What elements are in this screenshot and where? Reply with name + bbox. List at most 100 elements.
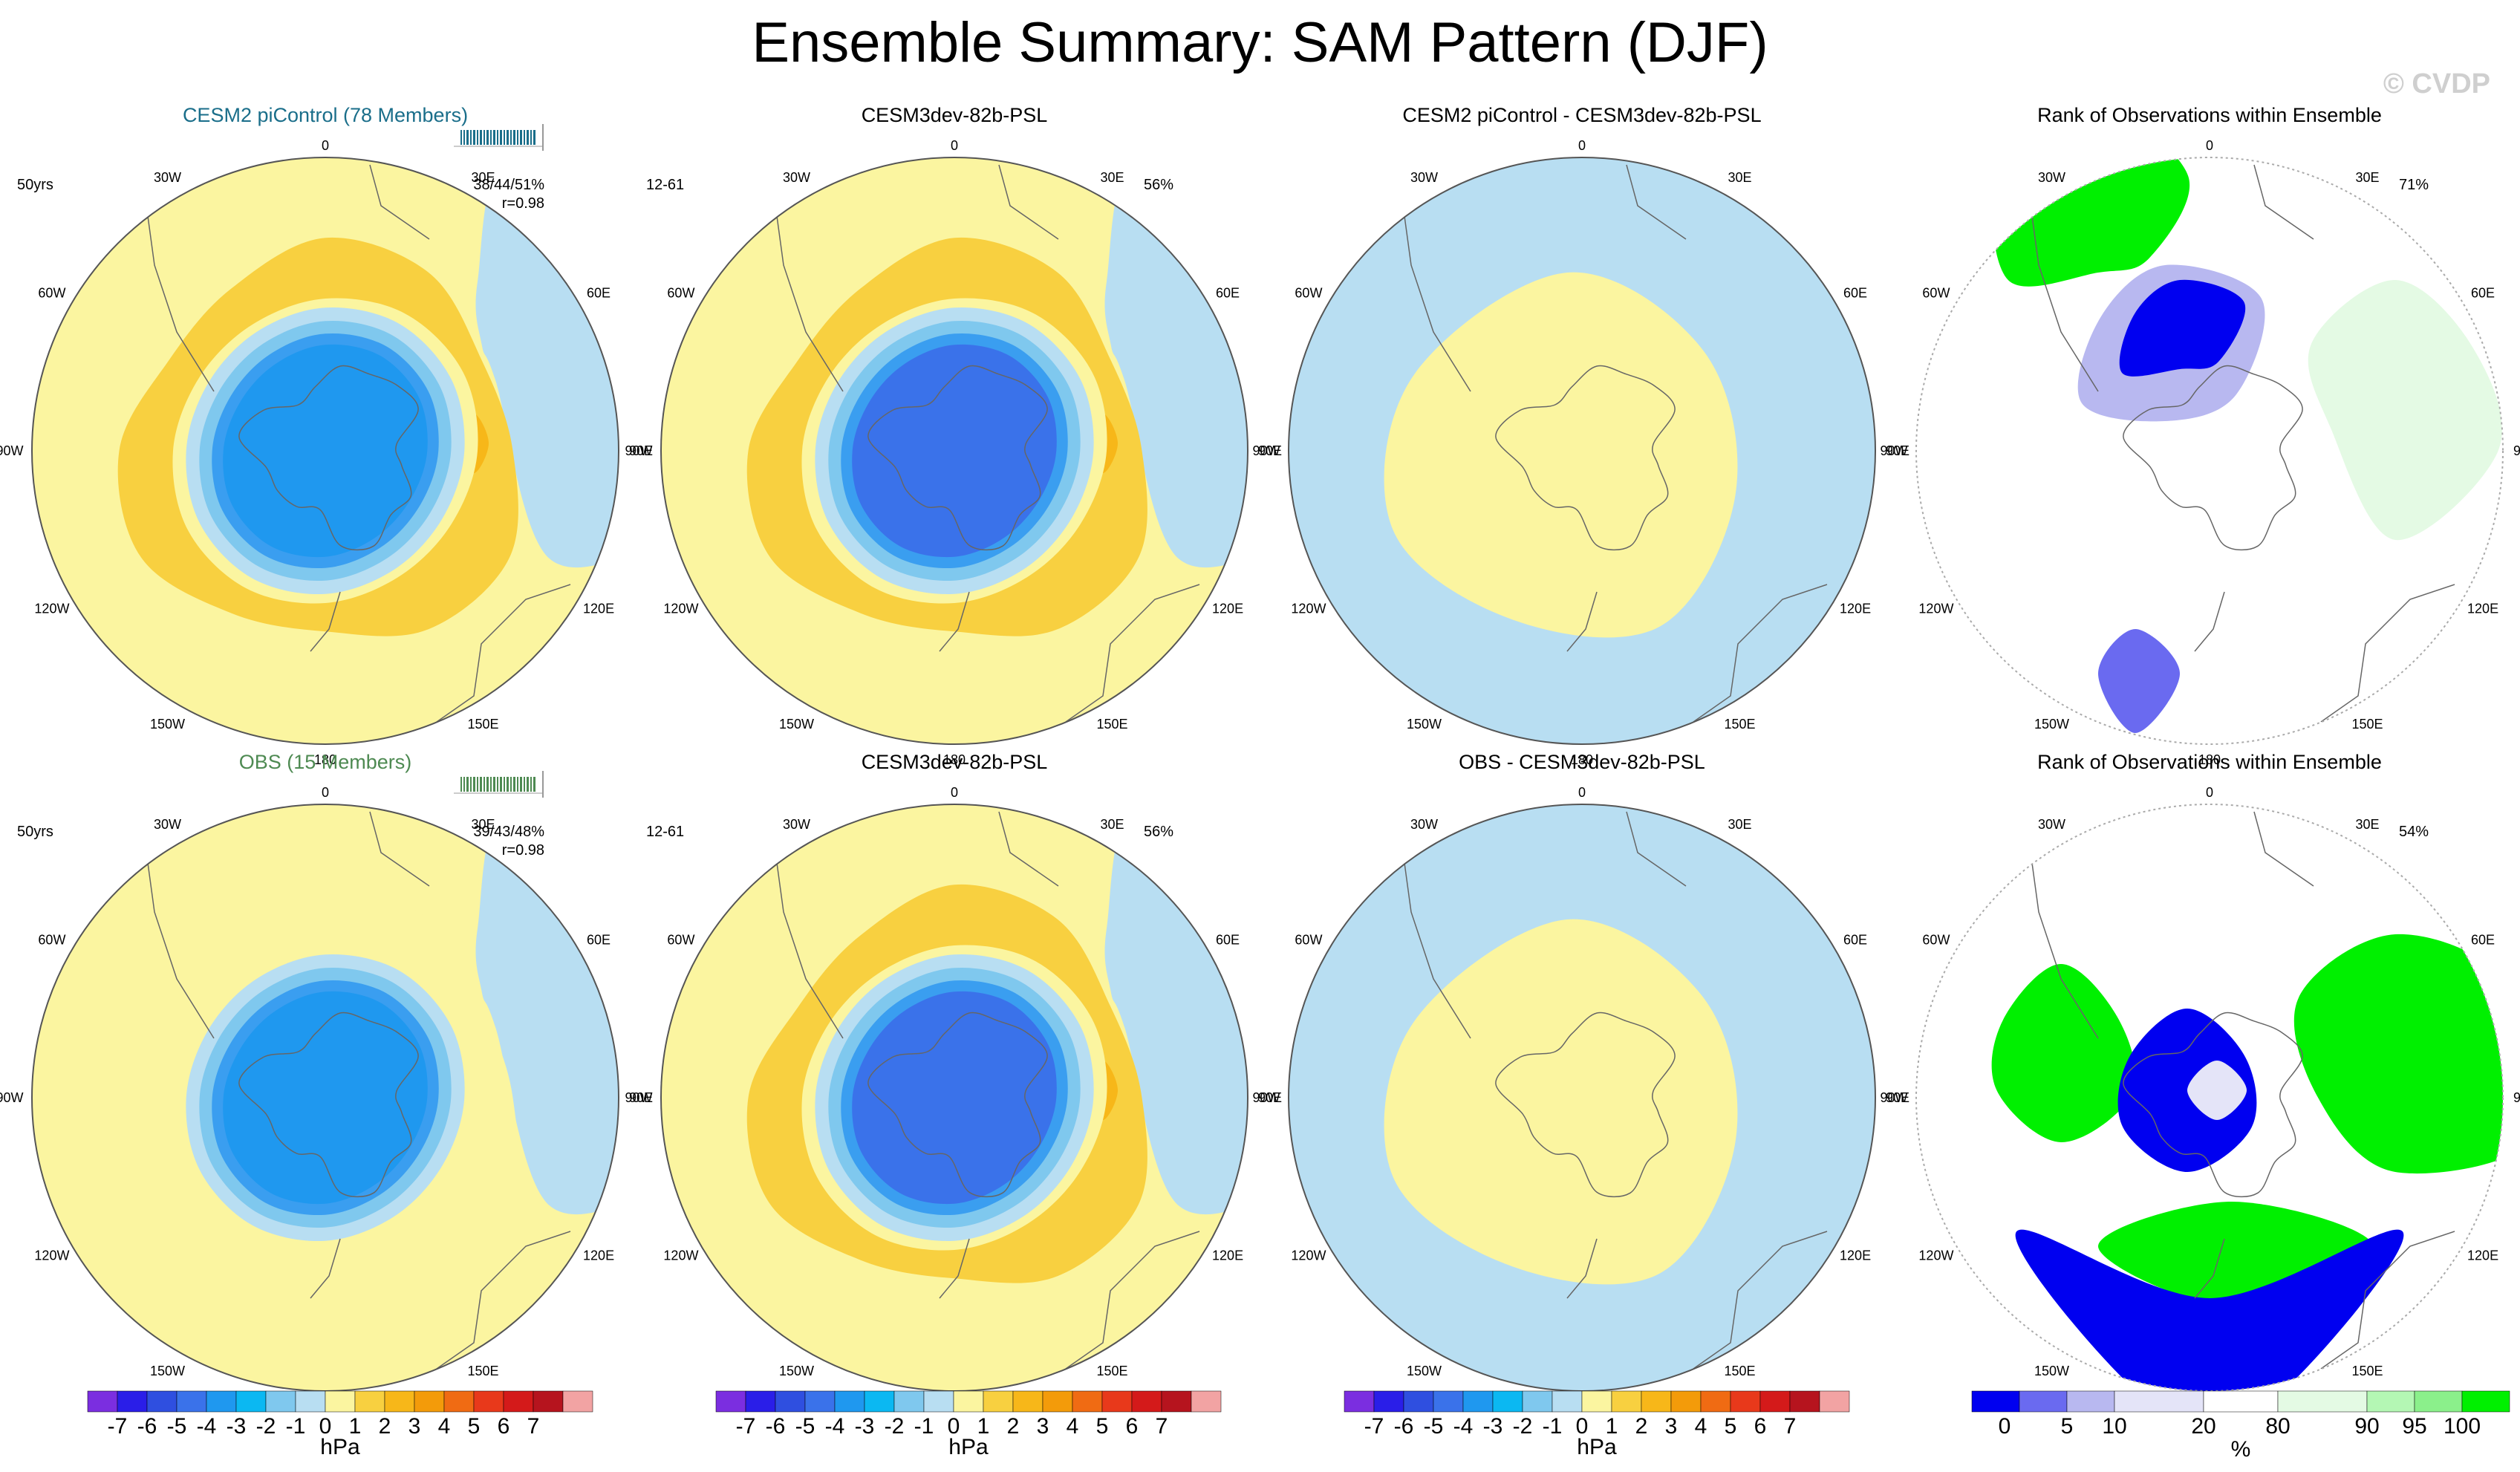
colorbar-tick-label: 80 <box>2265 1414 2290 1439</box>
colorbar-swatch <box>1581 1390 1612 1413</box>
australia-coastline <box>436 584 571 723</box>
colorbar-swatch <box>1191 1390 1222 1413</box>
lon-label-150E: 150E <box>1724 1364 1755 1378</box>
colorbar-swatch <box>117 1390 148 1413</box>
lon-label-30E: 30E <box>471 170 495 185</box>
colorbar-swatch <box>2114 1390 2204 1413</box>
south-america-coastline <box>2027 830 2099 1039</box>
lon-label-30E: 30E <box>1728 817 1751 832</box>
colorbar-tick-label: -5 <box>795 1414 815 1439</box>
colorbar-swatch <box>443 1390 475 1413</box>
panel-right-note: 71% <box>2399 177 2429 193</box>
antarctica-coastline <box>238 365 419 551</box>
colorbar-panel3: -7 -6 -5 -4 -3 -2 -1 0 1 2 3 4 5 6 7 hPa <box>1344 1390 1850 1459</box>
lon-label-60W: 60W <box>1295 933 1322 948</box>
lon-label-120W: 120W <box>34 1248 69 1263</box>
colorbar-swatch <box>893 1390 925 1413</box>
colorbar-tick-label: 5 <box>1725 1414 1737 1439</box>
rank-high-region <box>2293 934 2503 1173</box>
colorbar-swatch <box>864 1390 895 1413</box>
field-contour-center <box>223 344 428 558</box>
colorbar-tick-label: 7 <box>1156 1414 1168 1439</box>
lon-label-180: 180 <box>1571 752 1593 767</box>
colorbar-swatch <box>295 1390 326 1413</box>
lon-label-30W: 30W <box>154 170 181 185</box>
colorbar-swatch <box>1012 1390 1044 1413</box>
lon-label-30E: 30E <box>1100 170 1124 185</box>
panel-left-note: 50yrs <box>17 824 53 840</box>
lon-label-30W: 30W <box>783 170 810 185</box>
lon-label-120W: 120W <box>663 602 698 616</box>
panel-4: Rank of Observations within Ensemble 0 180… <box>1880 104 2520 767</box>
rank-low-ring <box>2015 1229 2404 1391</box>
colorbar-tick-label: -4 <box>1453 1414 1474 1439</box>
lon-label-120E: 120E <box>1212 1248 1243 1263</box>
colorbar-swatch <box>1552 1390 1583 1413</box>
australia-coastline <box>1693 584 1828 723</box>
colorbar-swatch <box>2414 1390 2463 1413</box>
south-america-coastline <box>2027 183 2099 392</box>
lon-label-90W: 90W <box>625 443 652 458</box>
lon-label-60E: 60E <box>1216 933 1240 948</box>
lon-label-60E: 60E <box>1216 286 1240 301</box>
lon-label-0: 0 <box>2206 138 2213 153</box>
lon-label-30W: 30W <box>783 817 810 832</box>
colorbar-tick-label: 6 <box>1754 1414 1767 1439</box>
lon-label-90E: 90E <box>1886 443 1909 458</box>
lon-label-120W: 120W <box>663 1248 698 1263</box>
lon-label-180: 180 <box>2198 752 2221 767</box>
new-zealand-coastline <box>1566 1238 1598 1299</box>
colorbar-tick-label: 4 <box>1067 1414 1079 1439</box>
map-field <box>32 157 619 744</box>
colorbar-swatch <box>325 1390 356 1413</box>
lon-label-120W: 120W <box>1918 602 1953 616</box>
lon-label-90W: 90W <box>1880 1090 1907 1105</box>
colorbar-tick-label: 10 <box>2102 1414 2126 1439</box>
colorbar-swatch <box>265 1390 296 1413</box>
colorbar-tick-label: -4 <box>197 1414 217 1439</box>
lon-label-90W: 90W <box>1880 443 1907 458</box>
lon-label-60W: 60W <box>38 933 65 948</box>
colorbar-swatch <box>1819 1390 1850 1413</box>
panel-right-note: 56% <box>1144 824 1173 840</box>
colorbar-tick-label: -7 <box>1364 1414 1384 1439</box>
south-america-coastline <box>143 183 215 392</box>
lon-label-120W: 120W <box>1918 1248 1953 1263</box>
lon-label-150W: 150W <box>2034 1364 2069 1378</box>
lon-label-0: 0 <box>1578 785 1586 800</box>
australia-coastline <box>2320 1231 2455 1370</box>
colorbar-tick-label: 0 <box>1999 1414 2011 1439</box>
lon-label-180: 180 <box>314 752 336 767</box>
antarctica-coastline <box>867 1012 1048 1198</box>
colorbar-tick-label: 3 <box>1665 1414 1678 1439</box>
colorbar-tick-label: -7 <box>736 1414 756 1439</box>
lon-label-120E: 120E <box>583 602 614 616</box>
panel-title: Rank of Observations within Ensemble <box>2037 751 2382 773</box>
field-contour-center <box>852 991 1057 1205</box>
lon-label-120E: 120E <box>1840 602 1871 616</box>
colorbar-swatch <box>2277 1390 2368 1413</box>
lon-label-60E: 60E <box>587 933 611 948</box>
colorbar-tick-label: 6 <box>498 1414 510 1439</box>
colorbar-swatch <box>1492 1390 1523 1413</box>
colorbar-unit: hPa <box>1577 1435 1617 1459</box>
colorbar-tick-label: 3 <box>408 1414 421 1439</box>
panel-8: Rank of Observations within Ensemble 0 180… <box>1880 751 2520 1414</box>
lon-label-90W: 90W <box>1252 1090 1280 1105</box>
colorbar-swatch <box>1042 1390 1073 1413</box>
colorbar-unit: hPa <box>948 1435 989 1459</box>
lon-label-60E: 60E <box>2471 933 2495 948</box>
panel-right-note: 54% <box>2399 824 2429 840</box>
lon-label-60W: 60W <box>1922 933 1950 948</box>
lon-label-150W: 150W <box>1407 1364 1442 1378</box>
lon-label-0: 0 <box>951 785 958 800</box>
colorbar-unit: hPa <box>320 1435 360 1459</box>
lon-label-30W: 30W <box>154 817 181 832</box>
colorbar-tick-label: 90 <box>2354 1414 2379 1439</box>
map-field <box>661 157 1248 744</box>
lon-label-60W: 60W <box>1295 286 1322 301</box>
map-field <box>32 804 619 1391</box>
lon-label-0: 0 <box>2206 785 2213 800</box>
colorbar-tick-label: -2 <box>256 1414 276 1439</box>
colorbar-swatch <box>1072 1390 1103 1413</box>
